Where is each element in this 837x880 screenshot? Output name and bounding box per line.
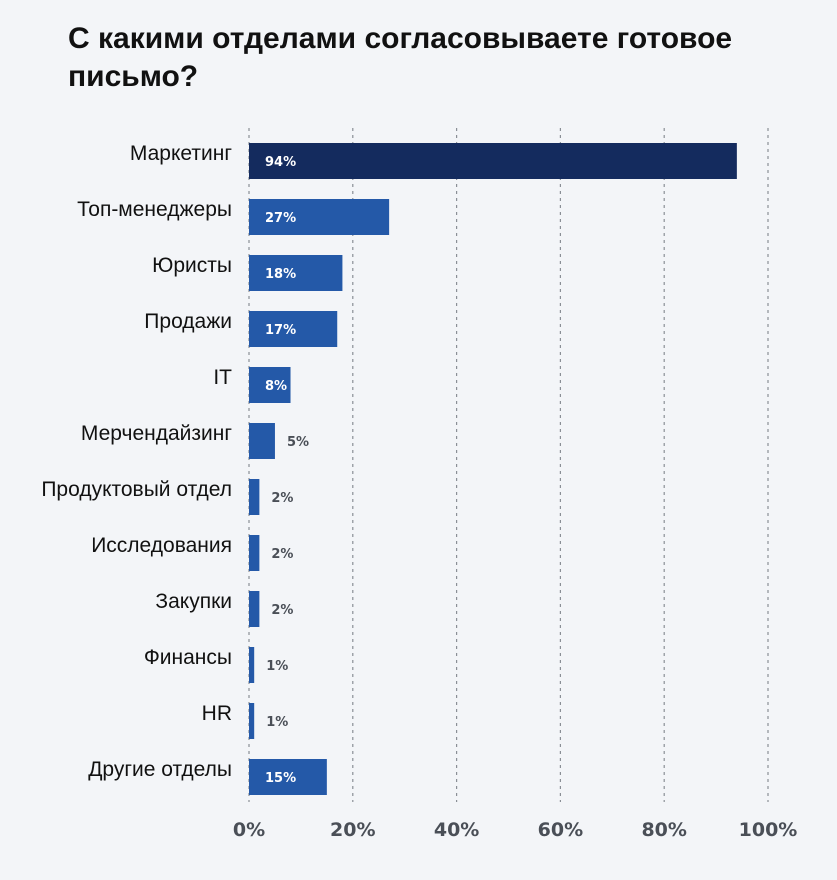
bar [249,143,737,179]
category-label: Мерчендайзинг [81,422,232,445]
x-tick-label: 80% [641,819,686,841]
category-label: Закупки [155,590,232,613]
data-label: 2% [271,603,293,618]
x-tick-label: 20% [330,819,375,841]
category-label: IT [213,366,232,389]
category-label: Юристы [152,254,232,277]
x-tick-label: 60% [538,819,583,841]
data-label: 27% [265,211,296,226]
category-label: Исследования [91,534,232,557]
x-tick-label: 100% [739,819,798,841]
category-label: Другие отделы [88,758,232,781]
bar [249,255,343,291]
category-label: Топ-менеджеры [77,198,232,221]
bar [249,199,390,235]
bar [249,423,275,459]
chart-title: С какими отделами согласовываете готовое… [68,22,733,93]
bar [249,479,260,515]
bar [249,591,260,627]
data-label: 2% [271,547,293,562]
bar [249,367,291,403]
category-label: Маркетинг [130,142,232,165]
bar [249,535,260,571]
data-label: 8% [265,379,287,394]
data-label: 2% [271,491,293,506]
category-label: Финансы [144,646,232,669]
x-tick-label: 40% [434,819,479,841]
bar [249,647,255,683]
data-label: 1% [266,659,288,674]
bar [249,311,338,347]
bar [249,703,255,739]
x-tick-label: 0% [233,819,265,841]
data-label: 17% [265,323,296,338]
data-label: 5% [287,435,309,450]
category-label: Продажи [144,310,232,333]
bar [249,759,327,795]
data-label: 15% [265,771,296,786]
data-label: 1% [266,715,288,730]
category-label: Продуктовый отдел [41,478,232,501]
category-label: HR [202,702,232,725]
data-label: 94% [265,155,296,170]
data-label: 18% [265,267,296,282]
